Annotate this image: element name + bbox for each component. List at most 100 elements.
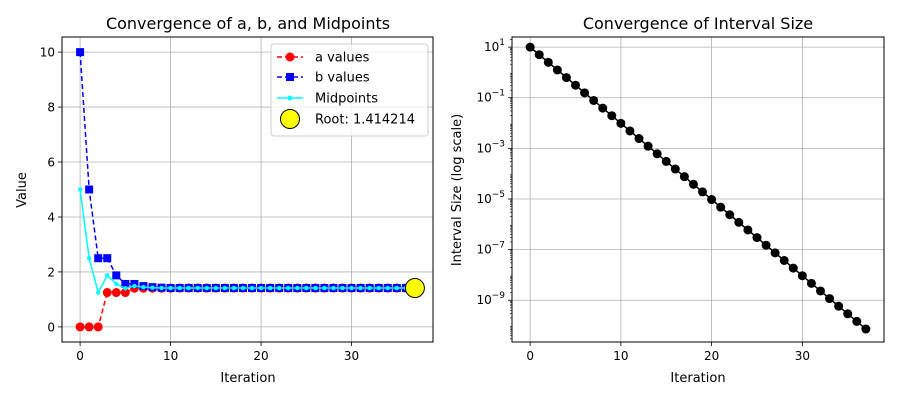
interval-size-point — [743, 225, 753, 235]
midpoint-point — [150, 285, 155, 290]
right-xtick-label: 0 — [526, 349, 534, 363]
interval-size-point — [670, 164, 680, 174]
b-value-point — [76, 48, 85, 57]
chart-convergence-values: Convergence of a, b, and Midpoints 0 10 20… — [15, 14, 434, 386]
legend-entry-a-values: a values — [277, 51, 370, 66]
interval-size-point — [661, 156, 671, 166]
interval-size-point — [580, 88, 590, 98]
midpoint-point — [358, 285, 363, 291]
legend-marker-a — [285, 52, 295, 62]
interval-size-point — [834, 301, 844, 311]
midpoint-point — [367, 285, 372, 291]
midpoint-point — [258, 285, 264, 291]
midpoint-point — [295, 285, 300, 291]
midpoint-point — [186, 285, 191, 291]
interval-size-point — [725, 210, 735, 220]
right-ytick-label: 101 — [484, 38, 505, 54]
chart-left-title: Convergence of a, b, and Midpoints — [106, 14, 390, 33]
root-marker — [404, 278, 425, 299]
b-value-point — [112, 271, 121, 280]
right-xtick-label: 10 — [613, 349, 628, 363]
interval-size-point — [716, 202, 726, 212]
midpoint-point — [267, 285, 273, 291]
interval-size-point — [825, 294, 835, 304]
midpoint-point — [222, 285, 228, 291]
legend-label-a: a values — [315, 51, 370, 66]
midpoint-point — [195, 285, 200, 291]
interval-size-point — [534, 50, 544, 60]
midpoint-point — [168, 285, 173, 291]
legend-entry-root: Root: 1.414214 — [280, 109, 415, 129]
right-ytick-label: 10−9 — [476, 291, 505, 307]
interval-size-point — [552, 65, 562, 75]
chart-left-ylabel: Value — [15, 172, 30, 208]
chart-right-xlabel: Iteration — [670, 371, 725, 386]
midpoint-point — [349, 285, 354, 291]
chart-right-series — [525, 42, 871, 334]
chart-right-title: Convergence of Interval Size — [583, 14, 813, 33]
interval-size-point — [643, 141, 653, 151]
chart-left-xlabel: Iteration — [220, 371, 275, 386]
chart-right-grid — [512, 37, 884, 342]
left-xtick-label: 0 — [76, 349, 84, 363]
a-value-point — [75, 322, 85, 332]
midpoint-point — [249, 285, 255, 291]
b-value-point — [103, 254, 112, 263]
interval-size-point — [616, 118, 626, 128]
left-xtick-label: 30 — [344, 349, 359, 363]
chart-left-frame — [61, 36, 434, 343]
chart-right-ticks: 0 10 20 30 101 10−1 10−3 10−5 10−7 10−9 — [476, 38, 810, 363]
midpoint-point — [376, 285, 381, 291]
b-value-point — [94, 254, 103, 263]
midpoint-point — [313, 285, 318, 291]
midpoint-point — [276, 285, 282, 291]
legend-box — [270, 43, 429, 137]
interval-size-point — [634, 134, 644, 144]
midpoint-point — [286, 285, 291, 291]
chart-right-frame — [511, 36, 885, 343]
midpoint-point — [95, 290, 101, 295]
legend-label-root: Root: 1.414214 — [315, 113, 415, 128]
left-ytick-label: 10 — [40, 46, 55, 60]
legend-marker-b — [286, 73, 294, 81]
right-ytick-label: 10−1 — [476, 89, 505, 105]
legend-label-mid: Midpoints — [315, 92, 378, 107]
right-ytick-label: 10−7 — [476, 241, 505, 257]
interval-size-point — [852, 316, 862, 326]
interval-size-point — [652, 149, 662, 159]
interval-size-point — [797, 271, 807, 281]
interval-size-point — [607, 111, 617, 121]
interval-size-point — [571, 80, 581, 90]
interval-size-point — [815, 286, 825, 296]
chart-interval-size: Convergence of Interval Size 0 10 20 30 101 1… — [450, 14, 885, 386]
left-ytick-label: 0 — [47, 320, 55, 334]
midpoint-point — [159, 285, 164, 291]
left-xtick-label: 20 — [253, 349, 268, 363]
midpoint-point — [86, 255, 92, 261]
left-ytick-label: 6 — [47, 156, 55, 170]
a-value-point — [84, 322, 94, 332]
legend-marker-mid — [287, 95, 293, 101]
midpoint-point — [331, 285, 336, 291]
right-ytick-label: 10−3 — [476, 139, 505, 155]
interval-size-point — [679, 172, 689, 182]
interval-size-point — [561, 73, 571, 83]
midpoint-point — [132, 283, 137, 289]
legend-label-b: b values — [315, 71, 370, 86]
interval-size-point — [788, 263, 798, 273]
midpoint-point — [385, 285, 390, 291]
interval-size-point — [625, 126, 635, 136]
right-xtick-label: 20 — [704, 349, 719, 363]
interval-size-point — [525, 42, 535, 52]
interval-size-point — [707, 195, 717, 205]
interval-size-point — [589, 95, 599, 105]
interval-size-point — [843, 309, 853, 319]
left-ytick-label: 8 — [47, 101, 55, 115]
midpoint-point — [105, 273, 110, 278]
b-value-point — [85, 185, 94, 194]
a-value-point — [93, 322, 103, 332]
a-value-point — [120, 288, 130, 298]
left-ytick-label: 4 — [47, 210, 55, 224]
